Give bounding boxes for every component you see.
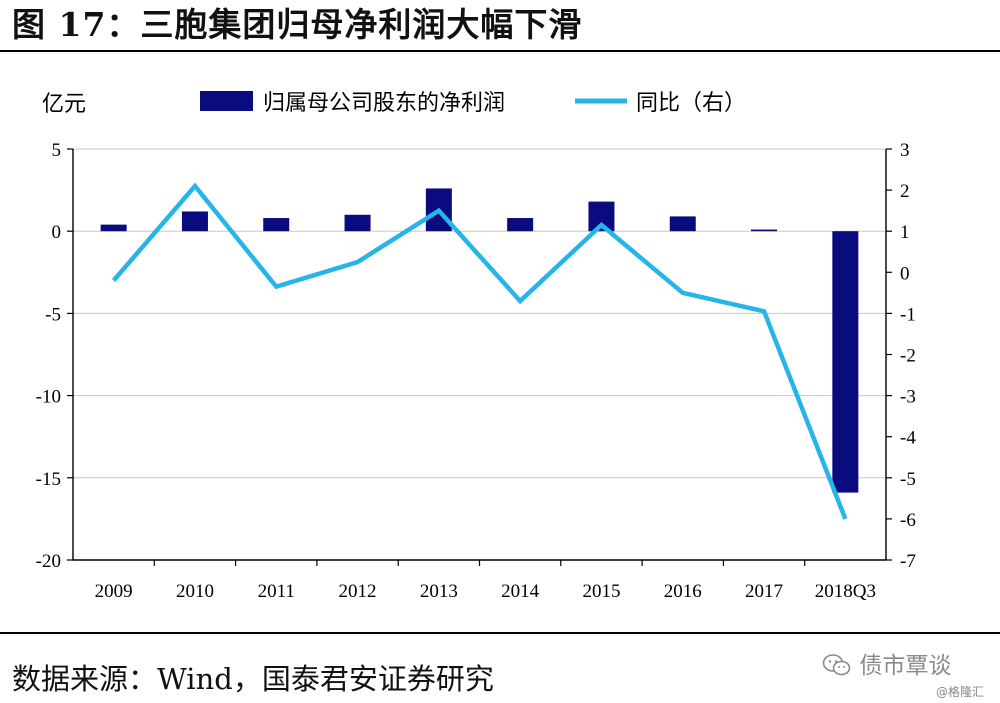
y-left-unit-label: 亿元 <box>42 91 86 116</box>
right-tick-label: 2 <box>900 181 910 202</box>
x-tick-label: 2018Q3 <box>815 581 876 602</box>
right-tick-label: -1 <box>900 304 916 325</box>
bar <box>507 218 534 232</box>
left-tick-label: -5 <box>45 304 61 325</box>
left-tick-label: -15 <box>36 469 61 490</box>
bar <box>181 211 208 232</box>
legend: 归属母公司股东的净利润 同比（右） <box>200 90 746 115</box>
x-tick-label: 2013 <box>420 581 458 602</box>
bar <box>100 224 127 232</box>
legend-bar-label: 归属母公司股东的净利润 <box>263 90 505 115</box>
right-tick-label: -3 <box>900 387 916 408</box>
x-tick-label: 2009 <box>95 581 133 602</box>
right-tick-label: -6 <box>900 510 916 531</box>
legend-bar-swatch <box>200 91 253 111</box>
bar <box>263 218 290 232</box>
x-tick-label: 2011 <box>258 581 295 602</box>
left-tick-label: 5 <box>52 140 62 161</box>
gridlines <box>73 148 886 479</box>
right-tick-label: 0 <box>900 263 910 284</box>
right-tick-label: -2 <box>900 346 916 367</box>
wechat-icon <box>822 654 851 676</box>
bar <box>832 231 859 493</box>
line-series <box>111 182 848 520</box>
x-tick-label: 2016 <box>664 581 702 602</box>
x-tick-label: 2015 <box>582 581 620 602</box>
x-tick-label: 2017 <box>745 581 783 602</box>
x-tick-label: 2012 <box>339 581 377 602</box>
watermark-sub: @格隆汇 <box>936 685 985 699</box>
right-tick-label: 3 <box>900 140 910 161</box>
right-tick-label: -7 <box>900 551 916 572</box>
figure-title: 图 17：三胞集团归母净利润大幅下滑 <box>12 5 583 44</box>
left-tick-label: 0 <box>52 222 62 243</box>
title-divider <box>0 50 1000 52</box>
left-tick-label: -10 <box>36 387 61 408</box>
bar <box>669 216 696 232</box>
chart: 5 0 -5 -10 -15 -20 3 2 1 0 -1 -2 -3 -4 -5 -6 -7 2009 2010 2… <box>36 90 917 602</box>
watermark-text: 债市覃谈 <box>859 653 952 679</box>
axes: 5 0 -5 -10 -15 -20 3 2 1 0 -1 -2 -3 -4 -5 -6 -7 2009 2010 2… <box>36 91 917 602</box>
bar-series <box>100 188 859 493</box>
source-divider <box>0 632 1000 634</box>
x-tick-label: 2010 <box>176 581 214 602</box>
bar <box>751 229 778 232</box>
watermark: 债市覃谈 <box>822 646 951 680</box>
right-tick-label: -5 <box>900 469 916 490</box>
right-tick-label: 1 <box>900 222 910 243</box>
source-note: 数据来源：Wind，国泰君安证券研究 <box>12 662 494 696</box>
bar <box>344 214 371 232</box>
right-tick-label: -4 <box>900 428 916 449</box>
legend-line-label: 同比（右） <box>636 90 746 115</box>
series-line <box>111 182 848 520</box>
x-tick-label: 2014 <box>501 581 540 602</box>
left-tick-label: -20 <box>36 551 61 572</box>
